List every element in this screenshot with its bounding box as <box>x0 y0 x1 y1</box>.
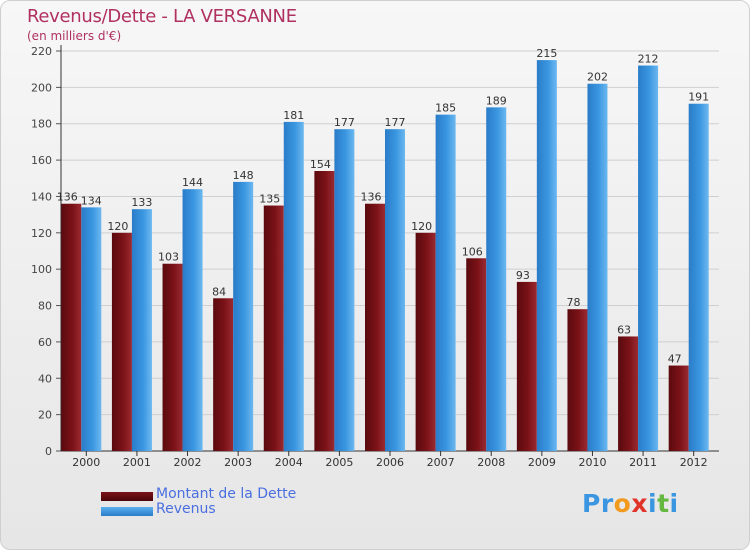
legend-swatch-dette <box>101 492 153 501</box>
data-label-revenus: 202 <box>587 71 608 84</box>
bar-dette <box>516 281 537 451</box>
bar-revenus <box>182 189 203 451</box>
bar-dette <box>618 336 639 451</box>
bar-dette <box>415 232 436 451</box>
bar-revenus <box>587 83 608 452</box>
data-label-dette: 84 <box>212 285 226 298</box>
x-tick-label: 2004 <box>275 456 303 469</box>
y-tick-label: 200 <box>31 81 52 94</box>
data-label-revenus: 191 <box>688 91 709 104</box>
x-tick-label: 2006 <box>376 456 404 469</box>
logo-letter: o <box>613 489 632 518</box>
bar-dette <box>567 309 588 451</box>
bar-dette <box>263 205 284 451</box>
data-label-revenus: 177 <box>385 116 406 129</box>
data-label-dette: 120 <box>411 220 432 233</box>
bar-revenus <box>688 103 709 452</box>
data-label-dette: 47 <box>668 353 682 366</box>
y-tick-label: 20 <box>38 409 52 422</box>
y-tick-label: 100 <box>31 263 52 276</box>
y-tick-label: 80 <box>38 300 52 313</box>
data-label-dette: 78 <box>566 296 580 309</box>
x-tick-label: 2010 <box>578 456 606 469</box>
bar-dette <box>668 365 689 451</box>
legend-label-revenus: Revenus <box>156 501 216 517</box>
bar-revenus <box>283 121 304 451</box>
bar-revenus <box>638 65 659 451</box>
logo-letter: i <box>648 489 658 518</box>
legend-label-dette: Montant de la Dette <box>156 486 297 502</box>
bar-dette <box>365 203 385 451</box>
y-tick-label: 220 <box>31 45 52 58</box>
data-label-dette: 136 <box>361 191 382 204</box>
data-label-dette: 93 <box>516 269 530 282</box>
logo-letter: x <box>631 489 648 518</box>
x-tick-label: 2008 <box>477 456 505 469</box>
data-label-dette: 103 <box>158 251 179 264</box>
bar-revenus <box>435 114 456 452</box>
bar-revenus <box>81 207 102 451</box>
bar-revenus <box>385 129 405 451</box>
chart-subtitle: (en milliers d'€) <box>27 29 122 43</box>
data-label-dette: 136 <box>57 191 78 204</box>
y-tick-label: 40 <box>38 372 52 385</box>
logo-letter: t <box>657 489 670 518</box>
data-label-revenus: 133 <box>131 196 152 209</box>
bar-revenus <box>334 129 355 451</box>
y-tick-label: 140 <box>31 190 52 203</box>
y-tick-label: 160 <box>31 154 52 167</box>
bar-dette <box>466 258 487 451</box>
data-label-revenus: 189 <box>486 94 507 107</box>
bar-revenus <box>536 60 557 451</box>
bar-dette <box>314 171 335 451</box>
y-tick-label: 120 <box>31 227 52 240</box>
data-label-revenus: 177 <box>334 116 355 129</box>
data-label-revenus: 215 <box>536 47 557 60</box>
bar-dette <box>61 203 82 451</box>
data-label-revenus: 185 <box>435 102 456 115</box>
x-tick-label: 2007 <box>427 456 455 469</box>
bar-revenus <box>233 181 254 451</box>
logo-letter: i <box>669 489 679 518</box>
data-label-revenus: 134 <box>81 194 102 207</box>
x-tick-label: 2002 <box>174 456 202 469</box>
data-label-revenus: 181 <box>283 109 304 122</box>
x-tick-label: 2011 <box>629 456 657 469</box>
x-tick-label: 2005 <box>325 456 353 469</box>
bar-dette <box>162 263 183 451</box>
y-tick-label: 0 <box>45 445 52 458</box>
y-tick-label: 180 <box>31 118 52 131</box>
logo-letter: P <box>582 489 601 518</box>
data-label-dette: 63 <box>617 323 631 336</box>
data-label-dette: 135 <box>259 193 280 206</box>
data-label-dette: 106 <box>462 245 483 258</box>
chart-title: Revenus/Dette - LA VERSANNE <box>27 6 297 27</box>
logo-letter: r <box>600 489 614 518</box>
data-label-dette: 154 <box>310 158 331 171</box>
x-tick-label: 2001 <box>123 456 151 469</box>
bar-revenus <box>486 107 507 451</box>
x-tick-label: 2012 <box>680 456 708 469</box>
legend-swatch-revenus <box>101 507 153 516</box>
proxiti-logo: Proxiti <box>582 489 679 518</box>
data-label-revenus: 212 <box>638 53 659 66</box>
x-tick-label: 2003 <box>224 456 252 469</box>
data-label-revenus: 144 <box>182 176 203 189</box>
y-tick-label: 60 <box>38 336 52 349</box>
data-label-dette: 120 <box>107 220 128 233</box>
bar-dette <box>111 232 132 451</box>
x-tick-label: 2009 <box>528 456 556 469</box>
data-label-revenus: 148 <box>233 169 254 182</box>
x-tick-label: 2000 <box>72 456 100 469</box>
bar-dette <box>213 298 234 451</box>
bar-revenus <box>131 209 152 451</box>
